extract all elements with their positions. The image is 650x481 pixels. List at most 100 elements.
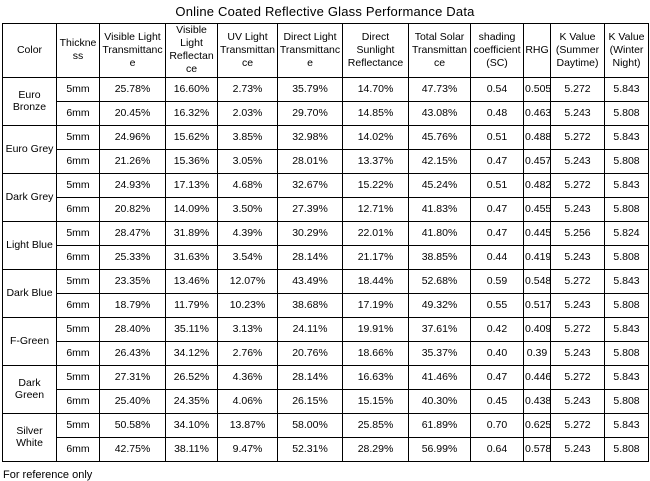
thickness-cell: 6mm (56, 100, 100, 126)
value-cell: 2.03% (217, 100, 278, 126)
column-header: K Value (Summer Daytime) (550, 23, 605, 78)
value-cell: 0.409 (523, 316, 551, 342)
value-cell: 0.446 (523, 364, 551, 390)
thickness-cell: 6mm (56, 340, 100, 366)
value-cell: 5.272 (550, 172, 605, 198)
value-cell: 5.808 (604, 292, 649, 318)
color-cell: Dark Grey (2, 172, 57, 222)
value-cell: 28.29% (342, 436, 409, 462)
value-cell: 3.13% (217, 316, 278, 342)
value-cell: 40.30% (408, 388, 471, 414)
thickness-cell: 5mm (56, 76, 100, 102)
value-cell: 17.13% (165, 172, 218, 198)
value-cell: 0.47 (470, 148, 524, 174)
performance-table: Color Thickness Visible Light Transmittanc… (2, 23, 649, 462)
table-row: Dark Grey 5mm 24.93% 17.13% 4.68% 32.67% 15.22… (2, 172, 649, 222)
value-cell: 49.32% (408, 292, 471, 318)
table-row: Euro Bronze 5mm 25.78% 16.60% 2.73% 35.79% 14.… (2, 76, 649, 126)
color-cell: Silver White (2, 412, 57, 462)
value-cell: 0.70 (470, 412, 524, 438)
value-cell: 58.00% (277, 412, 343, 438)
value-cell: 5.808 (604, 148, 649, 174)
value-cell: 5.243 (550, 340, 605, 366)
value-cell: 12.07% (217, 268, 278, 294)
color-cell: Light Blue (2, 220, 57, 270)
value-cell: 4.39% (217, 220, 278, 246)
value-cell: 29.70% (277, 100, 343, 126)
thickness-cell: 6mm (56, 196, 100, 222)
value-cell: 28.14% (277, 244, 343, 270)
value-cell: 18.79% (99, 292, 166, 318)
value-cell: 5.272 (550, 412, 605, 438)
value-cell: 0.42 (470, 316, 524, 342)
value-cell: 5.243 (550, 292, 605, 318)
value-cell: 0.47 (470, 196, 524, 222)
thickness-cell: 5mm (56, 124, 100, 150)
value-cell: 0.39 (523, 340, 551, 366)
column-header: shading coefficient (SC) (470, 23, 524, 78)
value-cell: 5.808 (604, 436, 649, 462)
table-row: Euro Grey 5mm 24.96% 15.62% 3.85% 32.98% 14.02… (2, 124, 649, 174)
value-cell: 0.457 (523, 148, 551, 174)
value-cell: 28.47% (99, 220, 166, 246)
value-cell: 0.48 (470, 100, 524, 126)
value-cell: 20.45% (99, 100, 166, 126)
value-cell: 12.71% (342, 196, 409, 222)
value-cell: 0.47 (470, 364, 524, 390)
value-cell: 37.61% (408, 316, 471, 342)
value-cell: 41.46% (408, 364, 471, 390)
value-cell: 5.843 (604, 76, 649, 102)
value-cell: 0.51 (470, 172, 524, 198)
value-cell: 16.63% (342, 364, 409, 390)
thickness-cell: 5mm (56, 268, 100, 294)
table-row: Dark Green 5mm 27.31% 26.52% 4.36% 28.14% 16.6… (2, 364, 649, 414)
column-header: Total Solar Transmittance (408, 23, 471, 78)
value-cell: 56.99% (408, 436, 471, 462)
table-row: Dark Blue 5mm 23.35% 13.46% 12.07% 43.49% 18.4… (2, 268, 649, 318)
value-cell: 5.808 (604, 340, 649, 366)
value-cell: 17.19% (342, 292, 409, 318)
value-cell: 35.37% (408, 340, 471, 366)
value-cell: 3.85% (217, 124, 278, 150)
value-cell: 24.96% (99, 124, 166, 150)
value-cell: 13.37% (342, 148, 409, 174)
value-cell: 21.17% (342, 244, 409, 270)
value-cell: 23.35% (99, 268, 166, 294)
color-cell: Dark Green (2, 364, 57, 414)
value-cell: 27.31% (99, 364, 166, 390)
column-header: Color (2, 23, 57, 78)
column-header: UV Light Transmittance (217, 23, 278, 78)
value-cell: 5.243 (550, 244, 605, 270)
value-cell: 10.23% (217, 292, 278, 318)
value-cell: 34.10% (165, 412, 218, 438)
table-row: 6mm 25.33% 31.63% 3.54% 28.14% 21.17% 38.85% 0.… (3, 244, 649, 270)
value-cell: 5.272 (550, 76, 605, 102)
value-cell: 5.272 (550, 124, 605, 150)
value-cell: 0.51 (470, 124, 524, 150)
value-cell: 18.44% (342, 268, 409, 294)
value-cell: 5.243 (550, 436, 605, 462)
value-cell: 34.12% (165, 340, 218, 366)
column-header: Visible Light Reflectance (165, 23, 218, 78)
value-cell: 0.488 (523, 124, 551, 150)
header-row: Color Thickness Visible Light Transmittanc… (2, 23, 649, 78)
value-cell: 20.82% (99, 196, 166, 222)
value-cell: 5.272 (550, 364, 605, 390)
thickness-cell: 5mm (56, 172, 100, 198)
value-cell: 50.58% (99, 412, 166, 438)
table-row: 6mm 21.26% 15.36% 3.05% 28.01% 13.37% 42.15% 0.… (3, 148, 649, 174)
value-cell: 0.55 (470, 292, 524, 318)
value-cell: 5.843 (604, 364, 649, 390)
value-cell: 18.66% (342, 340, 409, 366)
value-cell: 15.36% (165, 148, 218, 174)
value-cell: 4.36% (217, 364, 278, 390)
value-cell: 20.76% (277, 340, 343, 366)
value-cell: 32.67% (277, 172, 343, 198)
value-cell: 11.79% (165, 292, 218, 318)
value-cell: 9.47% (217, 436, 278, 462)
color-cell: F-Green (2, 316, 57, 366)
value-cell: 21.26% (99, 148, 166, 174)
color-cell: Dark Blue (2, 268, 57, 318)
thickness-cell: 6mm (56, 292, 100, 318)
